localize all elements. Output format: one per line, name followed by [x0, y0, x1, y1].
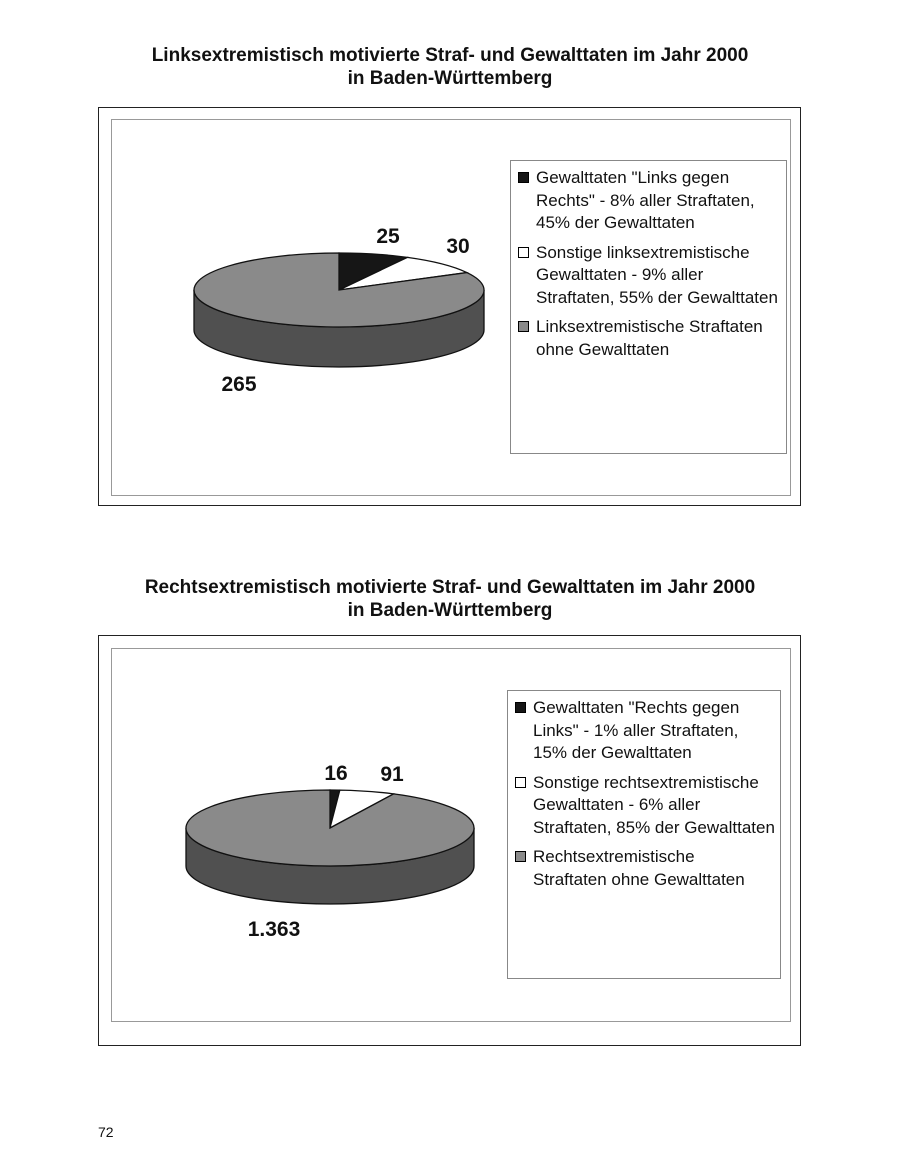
legend-text: Linksextremistische Straftaten ohne Gewa… [536, 317, 763, 359]
chart-2-title-line-1: Rechtsextremistisch motivierte Straf- un… [144, 577, 756, 598]
data-label: 16 [324, 762, 347, 785]
chart-1-slice-3 [193, 252, 485, 328]
chart-1-legend: Gewalttaten "Links gegen Rechts" - 8% al… [510, 160, 787, 454]
legend-text: Sonstige linksextremistische Gewalttaten… [536, 242, 778, 307]
chart-2-plot-area [111, 648, 791, 1022]
data-label: 265 [221, 373, 256, 396]
page-number: 72 [98, 1124, 114, 1140]
legend-item: Sonstige rechtsextremistische Gewalttate… [512, 772, 776, 840]
chart-1-frame [98, 107, 801, 506]
legend-swatch [518, 246, 529, 258]
chart-2-frame [98, 635, 801, 1046]
legend-item: Linksextremistische Straftaten ohne Gewa… [515, 316, 782, 361]
legend-swatch [515, 776, 526, 788]
chart-1-title: Linksextremistisch motivierte Straf- und… [0, 44, 900, 90]
data-label: 1.363 [248, 918, 301, 941]
legend-text: Gewalttaten "Rechts gegen Links" - 1% al… [533, 698, 740, 762]
legend-item: Sonstige linksextremistische Gewalttaten… [515, 242, 782, 310]
chart-2-slice-3 [185, 789, 475, 867]
chart-2-title: Rechtsextremistisch motivierte Straf- un… [0, 576, 900, 622]
legend-item: Gewalttaten "Rechts gegen Links" - 1% al… [512, 697, 776, 765]
chart-1-title-line-2: in Baden-Württemberg [347, 68, 553, 89]
legend-swatch [518, 172, 529, 183]
data-label: 30 [446, 235, 469, 258]
chart-2-legend: Gewalttaten "Rechts gegen Links" - 1% al… [507, 690, 781, 979]
data-label: 91 [380, 763, 404, 786]
legend-text: Rechtsextremistische Straftaten ohne Gew… [533, 847, 745, 889]
legend-item: Gewalttaten "Links gegen Rechts" - 8% al… [515, 167, 782, 235]
legend-item: Rechtsextremistische Straftaten ohne Gew… [512, 846, 776, 891]
chart-1-title-line-1: Linksextremistisch motivierte Straf- und… [151, 45, 749, 66]
legend-text: Gewalttaten "Links gegen Rechts" - 8% al… [536, 168, 755, 232]
legend-swatch [515, 702, 526, 713]
data-label: 25 [376, 225, 400, 248]
chart-2-title-line-2: in Baden-Württemberg [347, 600, 553, 621]
legend-text: Sonstige rechtsextremistische Gewalttate… [533, 772, 775, 837]
legend-swatch [518, 321, 529, 332]
legend-swatch [515, 851, 526, 862]
chart-1-plot-area [111, 119, 791, 496]
